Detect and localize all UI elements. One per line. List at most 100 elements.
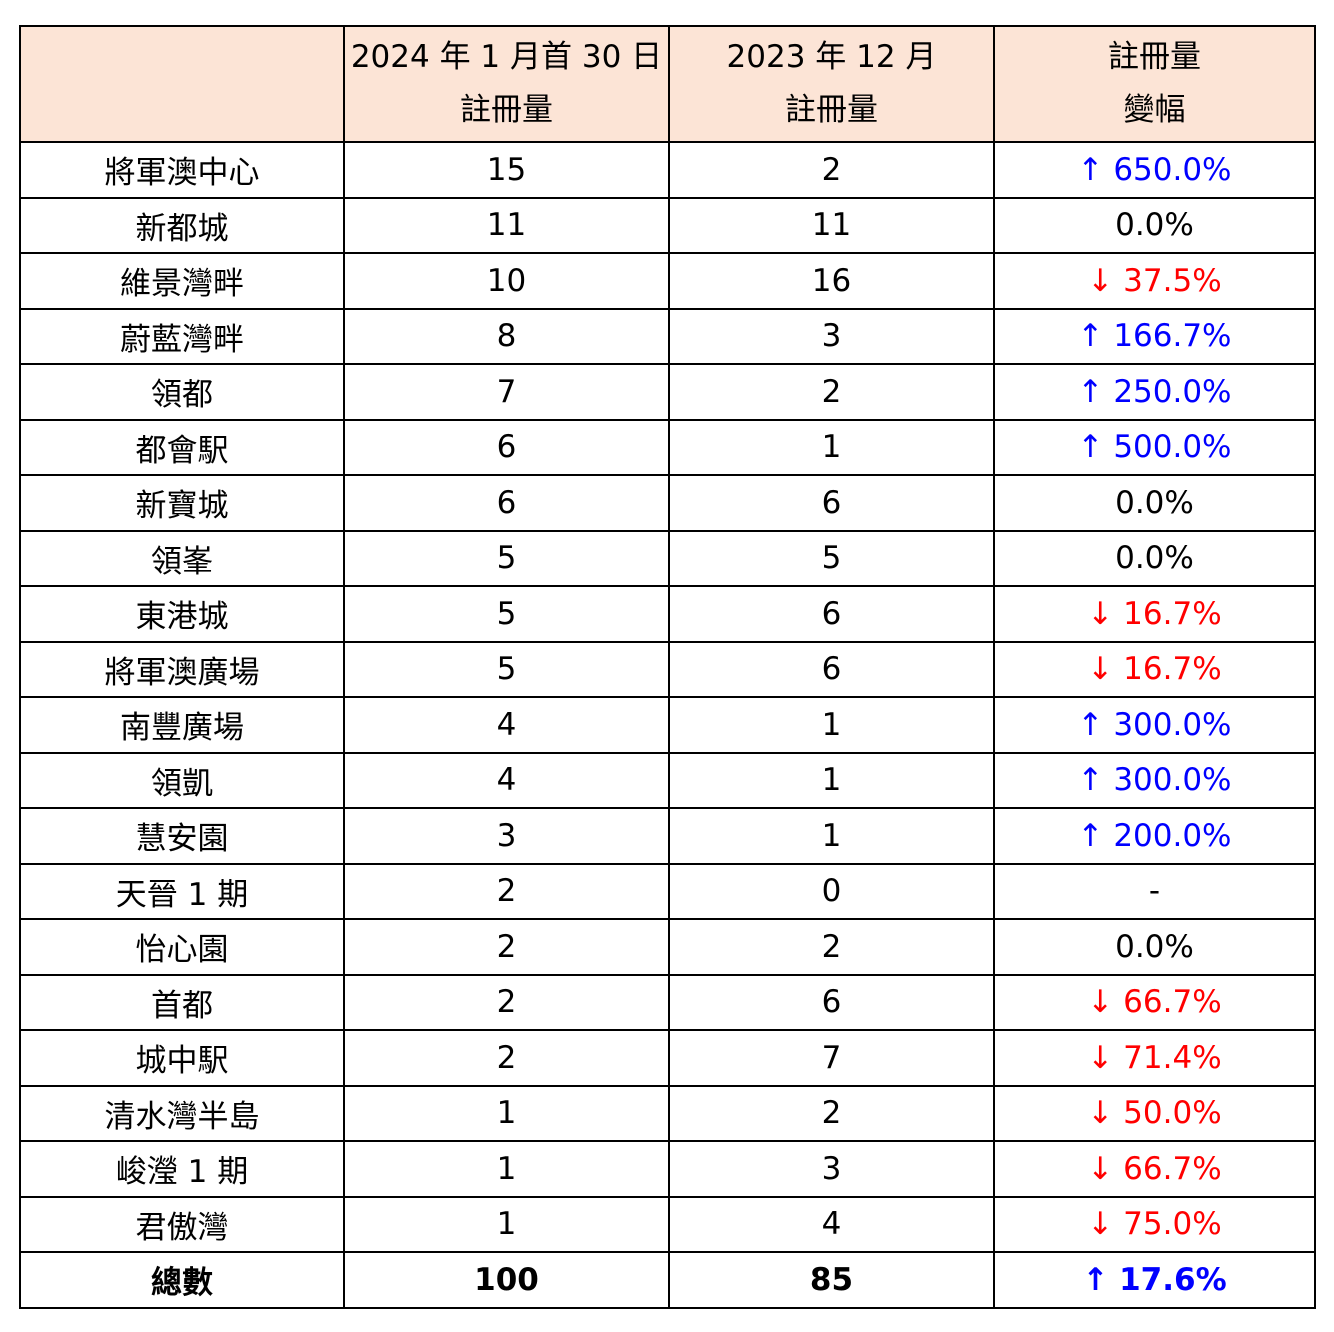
change-cell: 0.0% — [993, 474, 1316, 532]
value-2024-cell: 2 — [343, 973, 670, 1031]
table-row: 天晉 1 期 2 0 - — [19, 862, 1316, 920]
header-estate-cell — [19, 25, 345, 143]
estate-name-cell: 怡心園 — [19, 918, 345, 976]
value-2023-cell: 5 — [668, 529, 995, 587]
value-2024-cell: 2 — [343, 918, 670, 976]
value-2023-cell: 2 — [668, 1084, 995, 1142]
estate-name-cell: 新都城 — [19, 196, 345, 254]
value-2023-cell: 1 — [668, 807, 995, 865]
total-row: 總數 100 85 ↑ 17.6% — [19, 1251, 1316, 1309]
value-2024-cell: 5 — [343, 529, 670, 587]
value-2024-cell: 6 — [343, 474, 670, 532]
table-row: 清水灣半島 1 2 ↓ 50.0% — [19, 1084, 1316, 1142]
value-2023-cell: 3 — [668, 1140, 995, 1198]
value-2023-cell: 3 — [668, 307, 995, 365]
table-row: 城中駅 2 7 ↓ 71.4% — [19, 1029, 1316, 1087]
value-2023-cell: 6 — [668, 973, 995, 1031]
value-2023-cell: 16 — [668, 252, 995, 310]
value-2023-cell: 6 — [668, 474, 995, 532]
header-change-line1: 註冊量 — [1108, 39, 1201, 75]
change-cell: ↓ 75.0% — [993, 1195, 1316, 1253]
value-2024-cell: 1 — [343, 1084, 670, 1142]
value-2024-cell: 2 — [343, 862, 670, 920]
table-row: 領峯 5 5 0.0% — [19, 529, 1316, 587]
table-row: 峻瀅 1 期 1 3 ↓ 66.7% — [19, 1140, 1316, 1198]
change-cell: ↓ 16.7% — [993, 585, 1316, 643]
value-2024-cell: 5 — [343, 640, 670, 698]
value-2023-cell: 1 — [668, 751, 995, 809]
estate-name-cell: 都會駅 — [19, 418, 345, 476]
change-cell: ↑ 650.0% — [993, 141, 1316, 199]
estate-name-cell: 首都 — [19, 973, 345, 1031]
table-header: 2024 年 1 月首 30 日 註冊量 2023 年 12 月 註冊量 註冊量… — [19, 25, 1316, 143]
value-2023-cell: 7 — [668, 1029, 995, 1087]
estate-name-cell: 領峯 — [19, 529, 345, 587]
table-row: 將軍澳中心 15 2 ↑ 650.0% — [19, 141, 1316, 199]
change-cell: 0.0% — [993, 918, 1316, 976]
estate-name-cell: 將軍澳廣場 — [19, 640, 345, 698]
change-cell: ↓ 66.7% — [993, 1140, 1316, 1198]
value-2023-cell: 6 — [668, 585, 995, 643]
estate-name-cell: 總數 — [19, 1251, 345, 1309]
table-row: 首都 2 6 ↓ 66.7% — [19, 973, 1316, 1031]
value-2023-cell: 6 — [668, 640, 995, 698]
table-row: 新寶城 6 6 0.0% — [19, 474, 1316, 532]
value-2023-cell: 4 — [668, 1195, 995, 1253]
change-cell: ↑ 166.7% — [993, 307, 1316, 365]
value-2023-cell: 2 — [668, 141, 995, 199]
change-cell: - — [993, 862, 1316, 920]
change-cell: ↑ 300.0% — [993, 696, 1316, 754]
value-2024-cell: 11 — [343, 196, 670, 254]
header-change-line2: 變幅 — [1123, 92, 1186, 128]
header-change-cell: 註冊量 變幅 — [993, 25, 1316, 143]
table-row: 怡心園 2 2 0.0% — [19, 918, 1316, 976]
estate-name-cell: 峻瀅 1 期 — [19, 1140, 345, 1198]
estate-name-cell: 領凱 — [19, 751, 345, 809]
estate-name-cell: 城中駅 — [19, 1029, 345, 1087]
header-2024-line1: 2024 年 1 月首 30 日 — [350, 39, 663, 75]
value-2024-cell: 2 — [343, 1029, 670, 1087]
table-row: 都會駅 6 1 ↑ 500.0% — [19, 418, 1316, 476]
value-2024-cell: 4 — [343, 696, 670, 754]
value-2024-cell: 4 — [343, 751, 670, 809]
value-2023-cell: 85 — [668, 1251, 995, 1309]
estate-name-cell: 將軍澳中心 — [19, 141, 345, 199]
change-cell: ↑ 17.6% — [993, 1251, 1316, 1309]
table-row: 維景灣畔 10 16 ↓ 37.5% — [19, 252, 1316, 310]
value-2024-cell: 6 — [343, 418, 670, 476]
estate-name-cell: 蔚藍灣畔 — [19, 307, 345, 365]
value-2024-cell: 10 — [343, 252, 670, 310]
change-cell: ↓ 50.0% — [993, 1084, 1316, 1142]
value-2024-cell: 15 — [343, 141, 670, 199]
value-2024-cell: 1 — [343, 1140, 670, 1198]
table-row: 將軍澳廣場 5 6 ↓ 16.7% — [19, 640, 1316, 698]
table-row: 南豐廣場 4 1 ↑ 300.0% — [19, 696, 1316, 754]
change-cell: ↑ 300.0% — [993, 751, 1316, 809]
estate-name-cell: 君傲灣 — [19, 1195, 345, 1253]
change-cell: ↑ 200.0% — [993, 807, 1316, 865]
change-cell: ↓ 16.7% — [993, 640, 1316, 698]
table-row: 蔚藍灣畔 8 3 ↑ 166.7% — [19, 307, 1316, 365]
table-row: 慧安園 3 1 ↑ 200.0% — [19, 807, 1316, 865]
table-row: 君傲灣 1 4 ↓ 75.0% — [19, 1195, 1316, 1253]
change-cell: ↓ 37.5% — [993, 252, 1316, 310]
value-2023-cell: 1 — [668, 418, 995, 476]
value-2023-cell: 1 — [668, 696, 995, 754]
value-2023-cell: 0 — [668, 862, 995, 920]
change-cell: ↑ 250.0% — [993, 363, 1316, 421]
estate-name-cell: 天晉 1 期 — [19, 862, 345, 920]
value-2023-cell: 2 — [668, 918, 995, 976]
header-2024-cell: 2024 年 1 月首 30 日 註冊量 — [343, 25, 670, 143]
estate-name-cell: 維景灣畔 — [19, 252, 345, 310]
value-2024-cell: 1 — [343, 1195, 670, 1253]
registration-table: 2024 年 1 月首 30 日 註冊量 2023 年 12 月 註冊量 註冊量… — [19, 25, 1316, 1309]
value-2024-cell: 5 — [343, 585, 670, 643]
header-2024-line2: 註冊量 — [460, 92, 553, 128]
value-2024-cell: 7 — [343, 363, 670, 421]
value-2024-cell: 3 — [343, 807, 670, 865]
change-cell: 0.0% — [993, 529, 1316, 587]
header-2023-line1: 2023 年 12 月 — [726, 39, 937, 75]
estate-name-cell: 南豐廣場 — [19, 696, 345, 754]
header-row: 2024 年 1 月首 30 日 註冊量 2023 年 12 月 註冊量 註冊量… — [19, 25, 1316, 143]
estate-name-cell: 慧安園 — [19, 807, 345, 865]
